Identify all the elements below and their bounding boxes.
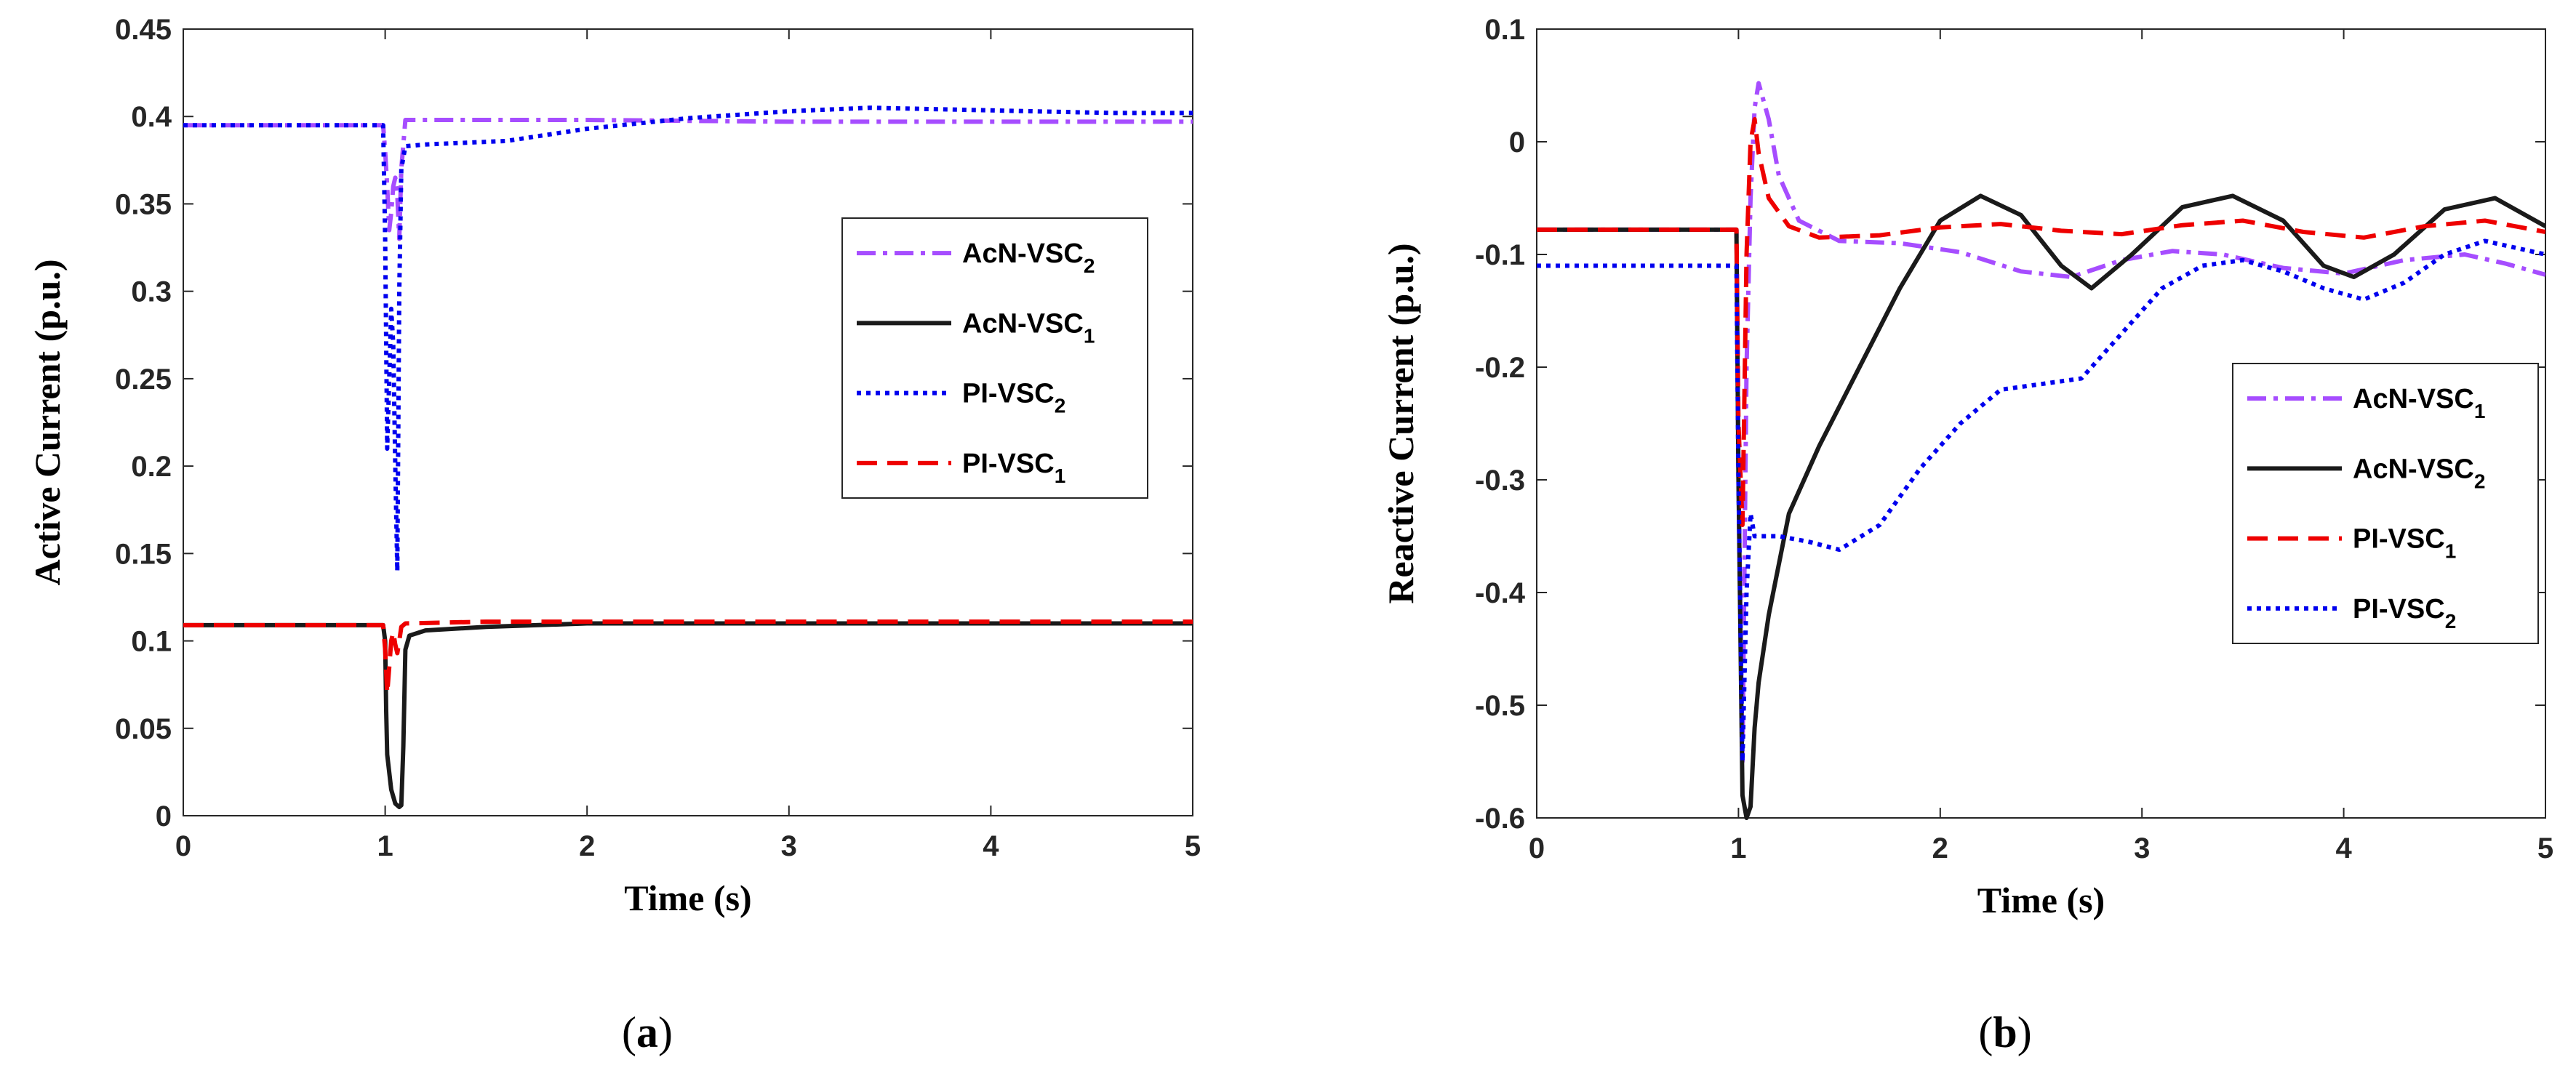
panel-a-chart: 0 1 2 3 4 5 0 0.05 0.1 0.15 0.2 0.25 0.3 0.35 0.4 0.45 T… bbox=[27, 14, 1201, 918]
panel-a-x-axis-title: Time (s) bbox=[624, 878, 751, 918]
panel-a-ytick-label: 0.45 bbox=[115, 14, 172, 46]
panel-b-legend-label-acn2: AcN-VSC2 bbox=[2353, 454, 2485, 492]
panel-b-ytick-label: -0.4 bbox=[1475, 577, 1526, 609]
panel-b-xtick-label: 1 bbox=[1730, 832, 1746, 864]
panel-b-series-group bbox=[1537, 81, 2545, 820]
panel-b-y-axis-title: Reactive Current (p.u.) bbox=[1380, 243, 1421, 603]
panel-b-ytick-label: 0 bbox=[1509, 127, 1525, 158]
panel-a-ytick-label: 0.05 bbox=[115, 713, 172, 745]
panel-a-ytick-label: 0.15 bbox=[115, 538, 172, 570]
panel-a-ytick-label: 0.35 bbox=[115, 188, 172, 220]
panel-b-legend-label-pi1: PI-VSC1 bbox=[2353, 524, 2456, 563]
panel-b-xtick-label: 0 bbox=[1529, 832, 1545, 864]
panel-b-ytick-label: -0.6 bbox=[1475, 803, 1525, 835]
panel-b-legend-label-pi2: PI-VSC2 bbox=[2353, 594, 2456, 633]
caption-a: (a) bbox=[622, 1008, 673, 1056]
panel-a-ytick-label: 0.4 bbox=[131, 101, 172, 133]
panel-b-series-acn2 bbox=[1537, 193, 2545, 820]
panel-b-ytick-label: -0.5 bbox=[1475, 690, 1525, 722]
panel-a-legend-label-acn2: AcN-VSC2 bbox=[962, 238, 1095, 277]
panel-a-xtick-label: 4 bbox=[983, 830, 999, 862]
panel-a-xtick-label: 2 bbox=[579, 830, 595, 862]
panel-a-ytick-label: 0.25 bbox=[115, 364, 172, 396]
panel-b-xtick-label: 4 bbox=[2335, 832, 2352, 864]
panel-b-chart: 0 1 2 3 4 5 -0.6 -0.5 -0.4 -0.3 -0.2 -0.1 0 0.1 Time (… bbox=[1380, 14, 2553, 920]
panel-a-y-axis-title: Active Current (p.u.) bbox=[27, 260, 68, 586]
panel-a-ytick-label: 0.2 bbox=[131, 451, 172, 483]
caption-b: (b) bbox=[1978, 1008, 2031, 1056]
panel-b-ytick-label: -0.2 bbox=[1475, 352, 1525, 384]
panel-a-xtick-label: 5 bbox=[1185, 830, 1201, 862]
panel-a-ytick-label: 0.1 bbox=[131, 626, 172, 658]
panel-a-ytick-label: 0.3 bbox=[131, 276, 172, 308]
panel-a-series-pi1 bbox=[183, 619, 1193, 696]
panel-a-xtick-label: 0 bbox=[175, 830, 191, 862]
panel-b-ytick-label: -0.3 bbox=[1475, 465, 1525, 497]
panel-a-legend-box bbox=[841, 217, 1148, 499]
panel-b-legend-box bbox=[2232, 363, 2539, 644]
panel-a-legend-label-pi2: PI-VSC2 bbox=[962, 379, 1065, 417]
panel-a-legend-label-acn1: AcN-VSC1 bbox=[962, 308, 1095, 347]
panel-b-xtick-label: 3 bbox=[2134, 832, 2150, 864]
panel-b-xtick-label: 2 bbox=[1932, 832, 1948, 864]
panel-a-ytick-label: 0 bbox=[156, 800, 172, 832]
panel-b-series-pi1 bbox=[1537, 117, 2545, 527]
panel-a-series-group bbox=[183, 105, 1193, 809]
panel-a-series-pi2 bbox=[183, 105, 1193, 574]
panel-b-xtick-label: 5 bbox=[2537, 832, 2553, 864]
panel-b-legend-label-acn1: AcN-VSC1 bbox=[2353, 384, 2485, 422]
panel-b-ytick-label: 0.1 bbox=[1484, 14, 1525, 46]
panel-b-ytick-label: -0.1 bbox=[1475, 239, 1525, 271]
panel-a-legend-label-pi1: PI-VSC1 bbox=[962, 449, 1065, 487]
panel-b-x-axis-title: Time (s) bbox=[1977, 880, 2105, 920]
panel-a-xtick-label: 1 bbox=[377, 830, 393, 862]
panel-a-xtick-label: 3 bbox=[781, 830, 797, 862]
